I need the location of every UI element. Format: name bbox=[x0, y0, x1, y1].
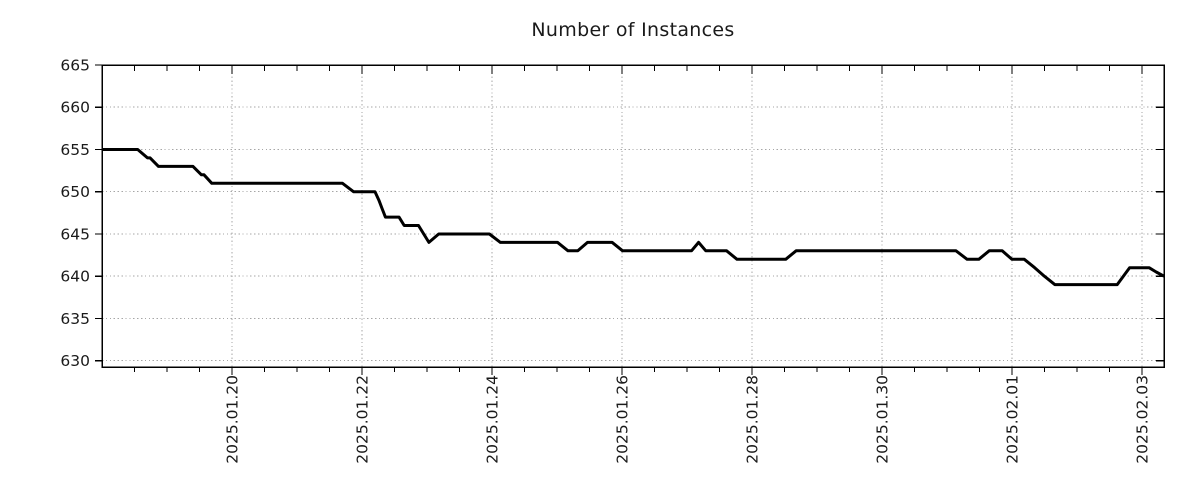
y-tick-label: 635 bbox=[60, 310, 90, 328]
x-tick-label: 2025.01.30 bbox=[873, 375, 891, 464]
data-line-instances bbox=[102, 148, 1165, 287]
y-tick-label: 645 bbox=[60, 226, 90, 244]
y-tick-label: 630 bbox=[60, 352, 90, 370]
y-tick-label: 640 bbox=[60, 268, 90, 286]
y-tick-label: 665 bbox=[60, 57, 90, 75]
plot-border bbox=[101, 64, 1165, 368]
x-tick-label: 2025.01.20 bbox=[224, 375, 242, 464]
x-tick-label: 2025.01.26 bbox=[614, 375, 632, 464]
y-tick-label: 655 bbox=[60, 141, 90, 159]
y-tick-label: 650 bbox=[60, 183, 90, 201]
x-tick-label: 2025.01.28 bbox=[743, 375, 761, 464]
x-tick-label: 2025.01.22 bbox=[354, 375, 372, 464]
y-tick-label: 660 bbox=[60, 99, 90, 117]
x-tick-label: 2025.01.24 bbox=[484, 375, 502, 464]
chart-title: Number of Instances bbox=[531, 19, 735, 41]
x-tick-label: 2025.02.03 bbox=[1133, 375, 1151, 464]
x-tick-label: 2025.02.01 bbox=[1003, 375, 1021, 464]
